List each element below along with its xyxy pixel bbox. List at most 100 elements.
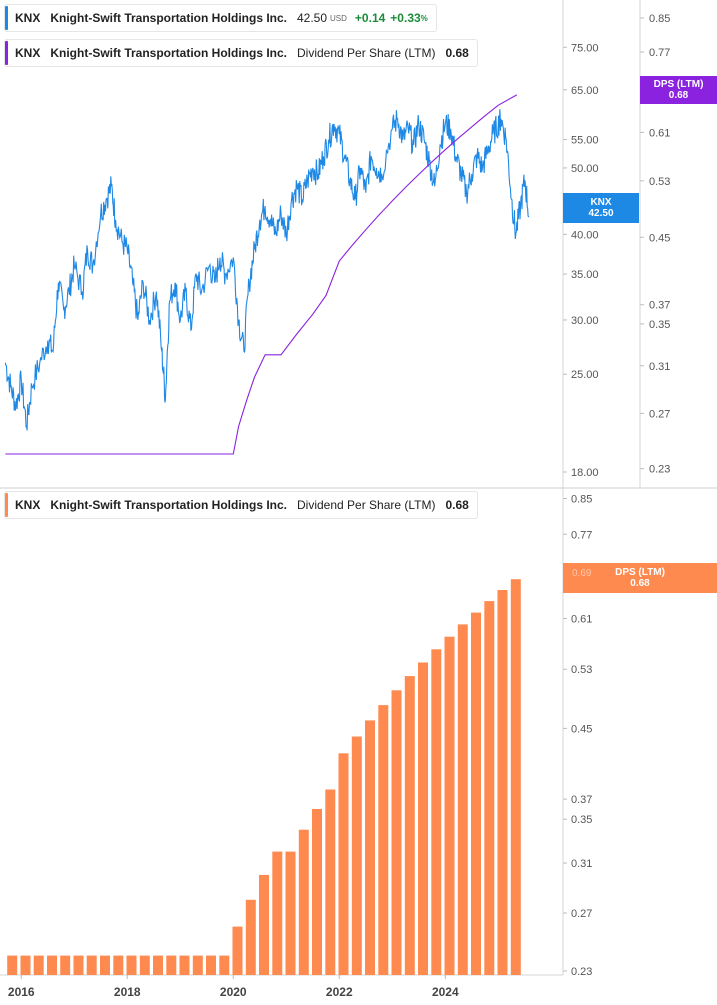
dps-bar: [192, 955, 203, 975]
price-tag-ticker: KNX: [590, 197, 612, 208]
dps-bar: [245, 899, 256, 975]
dps-bar: [418, 662, 428, 975]
bar-tick-label: 0.27: [571, 908, 592, 920]
dps-bar: [404, 676, 415, 975]
price-tag: KNX 42.50: [563, 193, 639, 223]
bar-tick-label: 0.61: [571, 613, 592, 625]
dps-bar: [86, 955, 97, 975]
dps-legend-top-value: 0.68: [445, 46, 469, 60]
dps-tick-label: 0.37: [649, 300, 670, 312]
dps-tag-bottom: 0.69 DPS (LTM) 0.68: [563, 563, 717, 593]
price-tick-label: 75.00: [571, 42, 599, 54]
price-tick-label: 65.00: [571, 85, 599, 97]
dps-bar: [33, 955, 44, 975]
dps-bar: [391, 690, 402, 975]
dps-tick-label: 0.31: [649, 361, 670, 373]
price-legend-pct-sign: %: [420, 13, 428, 23]
price-tick-label: 30.00: [571, 315, 599, 327]
dps-legend-bottom-metric: Dividend Per Share (LTM): [297, 498, 436, 512]
dps-legend-bottom-swatch: [5, 493, 8, 517]
dps-bar: [457, 624, 468, 975]
dps-tick-label: 0.45: [649, 232, 670, 244]
dps-bar: [232, 926, 243, 975]
price-tick-label: 40.00: [571, 229, 599, 241]
price-legend[interactable]: KNX Knight-Swift Transportation Holdings…: [4, 4, 437, 32]
dps-bar: [378, 705, 389, 975]
price-legend-change-pct: +0.33: [390, 11, 421, 25]
dps-tick-label: 0.27: [649, 408, 670, 420]
dps-legend-bottom-value: 0.68: [445, 498, 469, 512]
price-legend-currency: USD: [330, 13, 347, 23]
price-legend-ticker: KNX: [15, 11, 41, 25]
bar-tick-label: 0.85: [571, 494, 592, 506]
price-legend-change: +0.14: [354, 11, 386, 25]
dps-legend-bottom-company: Knight-Swift Transportation Holdings Inc…: [50, 498, 287, 512]
dps-bar: [73, 955, 84, 975]
dps-tag-top: DPS (LTM) 0.68: [640, 76, 717, 104]
dps-bar: [351, 736, 362, 975]
dps-bar: [312, 809, 322, 975]
price-tick-label: 50.00: [571, 163, 599, 175]
dps-legend-top-metric: Dividend Per Share (LTM): [297, 46, 436, 60]
dps-tag-top-label: DPS (LTM): [653, 79, 704, 90]
bar-tick-label: 0.45: [571, 723, 592, 735]
dps-bar: [259, 874, 269, 975]
bar-tick-label: 0.35: [571, 814, 592, 826]
dps-bar: [139, 955, 150, 975]
dps-bar: [153, 955, 163, 975]
dps-bar: [60, 955, 71, 975]
dps-bar: [113, 955, 124, 975]
price-legend-swatch: [5, 6, 8, 30]
bar-tick-label: 0.53: [571, 664, 592, 676]
dps-legend-top-company: Knight-Swift Transportation Holdings Inc…: [50, 46, 287, 60]
dps-bar: [431, 649, 442, 975]
top-panel: 75.0065.0055.0050.0045.0040.0035.0030.00…: [0, 0, 717, 489]
dps-bar: [272, 851, 283, 975]
dps-bar: [298, 829, 309, 975]
price-legend-company: Knight-Swift Transportation Holdings Inc…: [50, 11, 287, 25]
dps-tick-label: 0.35: [649, 319, 670, 331]
dps-bar: [20, 955, 31, 975]
dps-bar: [219, 955, 230, 975]
bar-tick-label: 0.77: [571, 529, 592, 541]
price-tick-label: 55.00: [571, 135, 599, 147]
dps-bar: [7, 955, 18, 975]
dps-tag-top-value: 0.68: [668, 90, 689, 101]
price-tick-label: 35.00: [571, 269, 599, 281]
dps-bar: [325, 789, 336, 975]
dps-tick-label: 0.85: [649, 13, 670, 25]
dps-legend-top[interactable]: KNX Knight-Swift Transportation Holdings…: [4, 39, 478, 67]
faded-tick-label: 0.69: [572, 568, 592, 579]
dps-tag-bottom-label: DPS (LTM): [615, 567, 665, 578]
price-tick-label: 18.00: [571, 467, 599, 479]
dps-legend-bottom[interactable]: KNX Knight-Swift Transportation Holdings…: [4, 491, 478, 519]
dps-tick-label: 0.61: [649, 127, 670, 139]
bottom-panel: 0.85 0.77 0.61 0.53 0.45 0.37 0.35 0.31 0.27 0.23…: [0, 488, 592, 999]
x-tick-label: 2016: [8, 985, 35, 999]
dps-bar: [166, 955, 177, 975]
x-tick-label: 2018: [114, 985, 141, 999]
dps-bar: [444, 636, 455, 975]
dps-tick-label: 0.77: [649, 47, 670, 59]
dps-bar: [338, 753, 349, 975]
dps-bar: [206, 955, 216, 975]
dps-tick-label: 0.53: [649, 176, 670, 188]
dps-bar: [471, 612, 481, 975]
dps-tick-label: 0.23: [649, 464, 670, 476]
dps-bar: [510, 579, 521, 975]
price-legend-value: 42.50: [297, 11, 328, 25]
dps-bar: [285, 851, 296, 975]
dps-series-line: [5, 94, 518, 455]
dps-bar: [497, 590, 508, 975]
dps-bar: [100, 955, 110, 975]
x-tick-label: 2020: [220, 985, 247, 999]
price-series-line: [4, 109, 530, 431]
price-tag-value: 42.50: [588, 208, 614, 219]
bar-tick-label: 0.37: [571, 794, 592, 806]
x-tick-label: 2024: [432, 985, 459, 999]
dps-legend-bottom-ticker: KNX: [15, 498, 41, 512]
dps-bar: [47, 955, 57, 975]
dps-legend-top-swatch: [5, 41, 8, 65]
dps-legend-top-ticker: KNX: [15, 46, 41, 60]
